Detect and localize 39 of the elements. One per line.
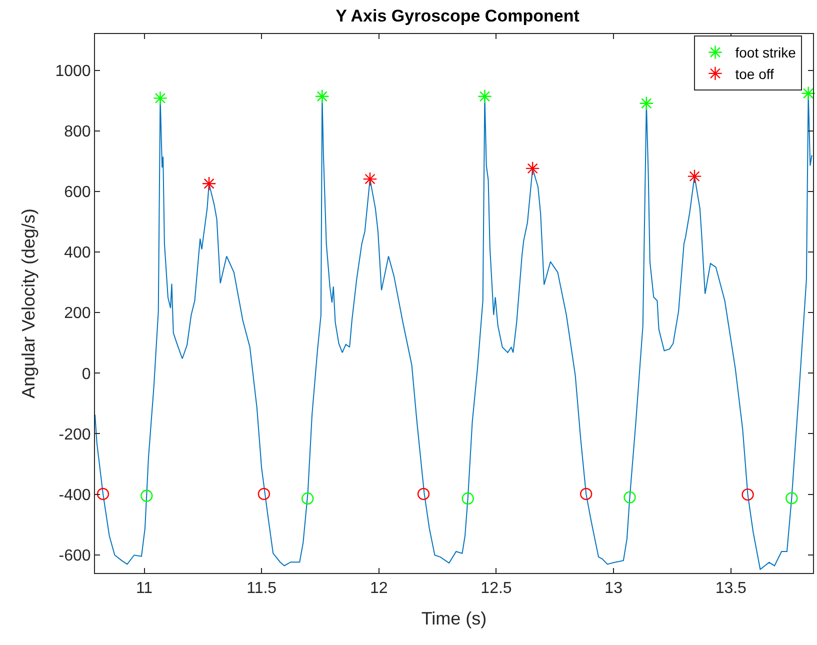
point xyxy=(258,488,270,500)
x-tick-label: 11.5 xyxy=(246,580,277,598)
point xyxy=(96,488,110,500)
x-tick-label: 12 xyxy=(370,580,388,598)
point xyxy=(462,492,474,505)
y-tick-label: 800 xyxy=(64,124,91,140)
legend-label: foot strike xyxy=(735,44,796,61)
point xyxy=(639,96,654,111)
y-tick-label: 0 xyxy=(82,366,91,383)
y-tick-label: -200 xyxy=(58,426,91,444)
y-tick-label: 200 xyxy=(64,305,91,322)
y-tick-label: 600 xyxy=(64,184,91,202)
point xyxy=(525,161,540,176)
x-tick-label: 13 xyxy=(604,580,623,598)
point xyxy=(417,488,430,500)
point xyxy=(786,492,798,504)
y-tick-label: 1000 xyxy=(55,62,91,80)
point xyxy=(140,490,153,502)
x-tick-label: 12.5 xyxy=(480,580,512,598)
point xyxy=(687,169,702,184)
x-tick-label: 13.5 xyxy=(715,580,747,598)
x-tick-label: 11 xyxy=(136,580,153,598)
y-tick-label: -400 xyxy=(58,486,91,504)
point xyxy=(801,86,816,101)
point xyxy=(580,488,592,500)
point xyxy=(301,492,314,505)
legend-label: toe off xyxy=(735,66,774,82)
point xyxy=(202,176,216,191)
y-tick-label: 400 xyxy=(64,244,91,262)
point xyxy=(624,491,636,504)
point xyxy=(362,172,378,186)
point xyxy=(742,488,754,501)
point xyxy=(314,89,330,104)
point xyxy=(153,91,168,106)
y-tick-label: -600 xyxy=(58,547,91,564)
y-axis-title: Angular Velocity (deg/s) xyxy=(18,208,38,399)
point xyxy=(478,89,492,104)
chart-title: Y Axis Gyroscope Component xyxy=(336,6,580,26)
x-axis-title: Time (s) xyxy=(421,608,487,628)
